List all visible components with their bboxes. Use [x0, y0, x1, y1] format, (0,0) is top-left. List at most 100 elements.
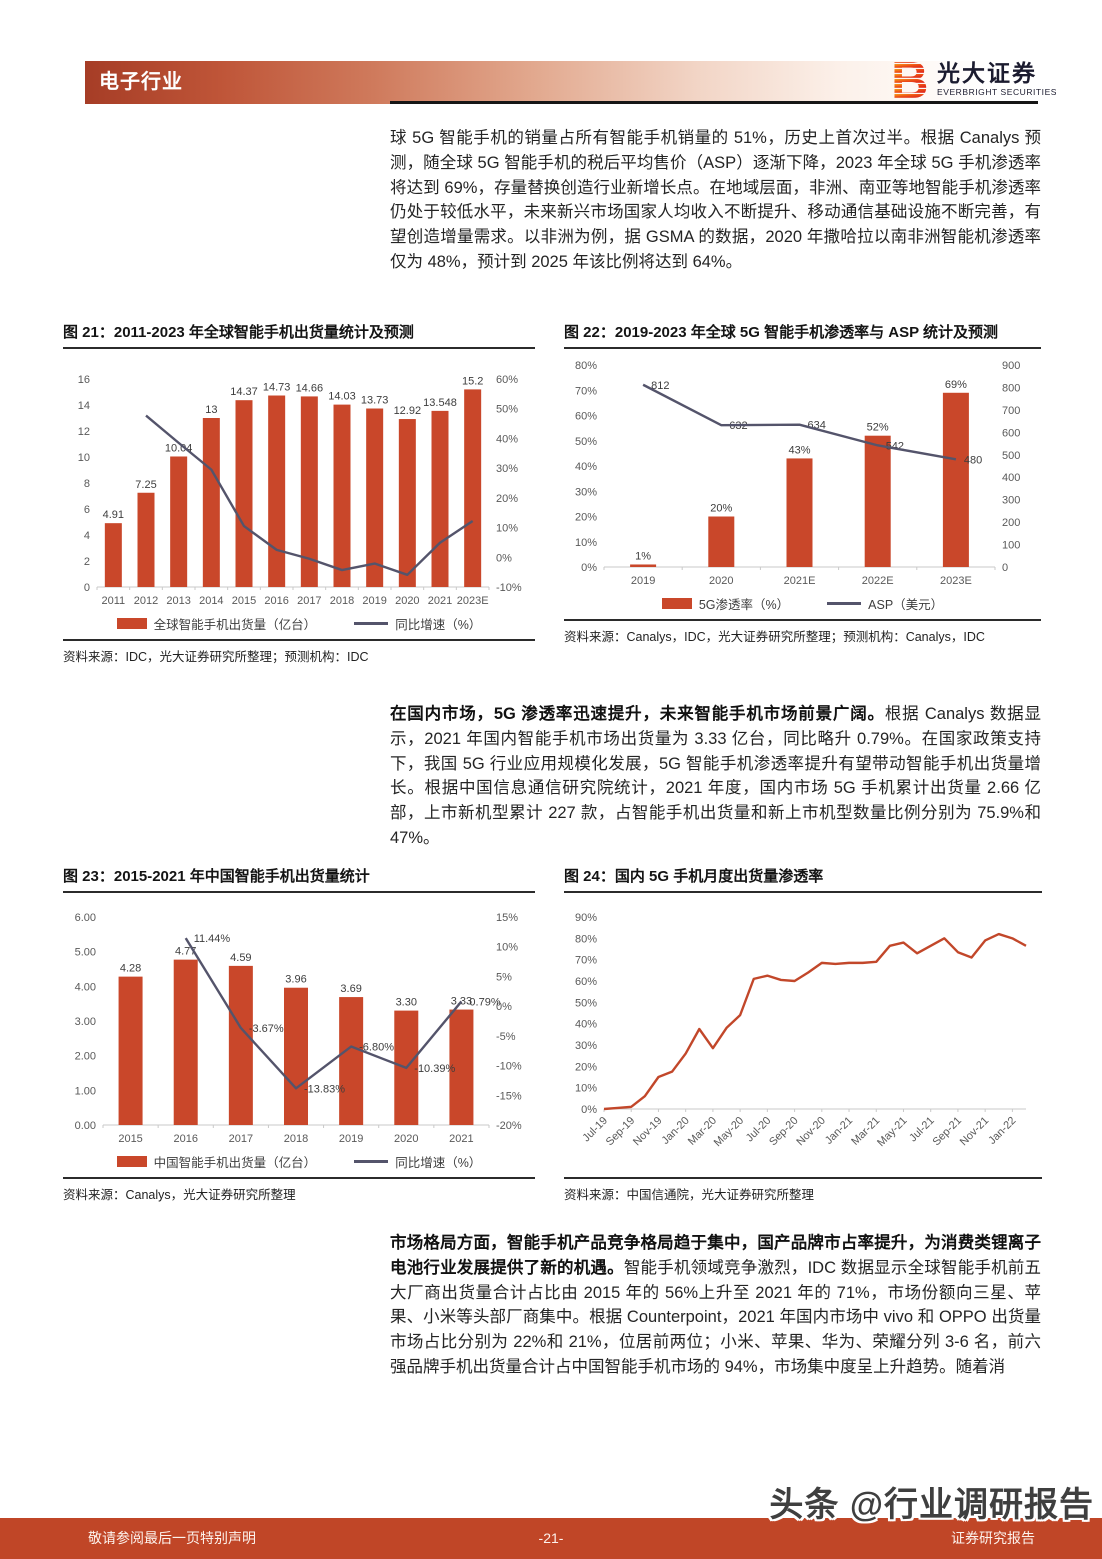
legend-line-swatch — [354, 1159, 389, 1163]
svg-text:4.91: 4.91 — [103, 509, 124, 521]
svg-text:90%: 90% — [575, 912, 597, 924]
svg-text:2023E: 2023E — [940, 575, 972, 587]
svg-text:Jan-20: Jan-20 — [660, 1115, 692, 1147]
svg-text:Jan-22: Jan-22 — [986, 1115, 1018, 1147]
legend-label: 中国智能手机出货量（亿台） — [153, 1155, 317, 1170]
paragraph-global-5g: 球 5G 智能手机的销量占所有智能手机销量的 51%，历史上首次过半。根据 Ca… — [390, 129, 1041, 271]
svg-text:Nov-20: Nov-20 — [794, 1115, 828, 1149]
svg-text:Nov-21: Nov-21 — [958, 1115, 992, 1149]
svg-text:1%: 1% — [635, 550, 651, 562]
svg-text:30%: 30% — [575, 486, 597, 498]
svg-text:6.00: 6.00 — [75, 912, 96, 924]
footer-band: 敬请参阅最后一页特别声明 -21- 证券研究报告 — [0, 1518, 1102, 1559]
legend-line-swatch — [827, 601, 862, 605]
figure-23-chart: 0.00 1.00 2.00 3.00 4.00 5.00 6.00 -20% -15% -10%… — [75, 912, 522, 1145]
legend-bar-swatch — [116, 617, 147, 629]
legend-bar-swatch — [661, 597, 692, 609]
svg-text:0%: 0% — [581, 562, 597, 574]
svg-text:5%: 5% — [496, 971, 512, 983]
svg-text:2017: 2017 — [229, 1133, 253, 1145]
paragraph-domestic-5g-body: 根据 Canalys 数据显示，2021 年国内智能手机市场出货量为 3.33 … — [390, 705, 1041, 847]
paragraph-market-structure-body: 智能手机领域竞争激烈，IDC 数据显示全球智能手机前五大厂商出货量合计占比由 2… — [390, 1258, 1042, 1376]
figure-24-source: 资料来源：中国信通院，光大证券研究所整理 — [564, 1177, 1042, 1203]
svg-text:50%: 50% — [575, 997, 597, 1009]
svg-text:Nov-19: Nov-19 — [631, 1115, 665, 1149]
svg-text:900: 900 — [1002, 360, 1020, 372]
legend-label: 全球智能手机出货量（亿台） — [153, 617, 317, 632]
header-divider — [390, 101, 1038, 104]
legend-label: ASP（美元） — [868, 597, 944, 612]
svg-text:10: 10 — [78, 452, 90, 464]
svg-text:2013: 2013 — [166, 595, 190, 607]
svg-text:3.96: 3.96 — [285, 974, 306, 986]
watermark-text: 头条 @行业调研报告 — [769, 1486, 1094, 1524]
svg-text:400: 400 — [1002, 472, 1020, 484]
svg-text:40%: 40% — [496, 433, 518, 445]
svg-text:2011: 2011 — [102, 595, 126, 607]
svg-text:50%: 50% — [496, 404, 518, 416]
svg-text:11.44%: 11.44% — [194, 933, 231, 945]
svg-text:13: 13 — [205, 404, 217, 416]
svg-text:300: 300 — [1002, 495, 1020, 507]
svg-text:4.59: 4.59 — [230, 952, 251, 964]
svg-text:2016: 2016 — [264, 595, 288, 607]
svg-text:-3.67%: -3.67% — [249, 1023, 284, 1035]
svg-text:8: 8 — [84, 478, 90, 490]
svg-text:80%: 80% — [575, 933, 597, 945]
svg-text:800: 800 — [1002, 382, 1020, 394]
svg-text:0.00: 0.00 — [75, 1120, 96, 1132]
figure-23-legend: 中国智能手机出货量（亿台） 同比增速（%） — [63, 1151, 535, 1171]
svg-text:50%: 50% — [575, 436, 597, 448]
svg-text:70%: 70% — [575, 385, 597, 397]
svg-text:2: 2 — [84, 556, 90, 568]
legend-entry: 同比增速（%） — [354, 1152, 481, 1171]
svg-text:-20%: -20% — [496, 1120, 522, 1132]
svg-text:Sep-21: Sep-21 — [930, 1115, 964, 1149]
svg-text:2021: 2021 — [449, 1133, 473, 1145]
svg-text:60%: 60% — [575, 976, 597, 988]
svg-text:2019: 2019 — [631, 575, 655, 587]
svg-text:30%: 30% — [496, 463, 518, 475]
figure-24-chart: 0%10%20%30%40%50%60%70%80%90%Jul-19Sep-1… — [575, 912, 1027, 1149]
legend-entry: 全球智能手机出货量（亿台） — [116, 614, 317, 633]
figure-22-legend: 5G渗透率（%） ASP（美元） — [564, 593, 1041, 613]
footer-disclaimer: 敬请参阅最后一页特别声明 — [88, 1530, 256, 1546]
svg-text:14.73: 14.73 — [263, 382, 291, 394]
svg-text:0: 0 — [84, 582, 90, 594]
svg-text:15.2: 15.2 — [462, 375, 483, 387]
svg-text:2021: 2021 — [428, 595, 452, 607]
figure-21-source: 资料来源：IDC，光大证券研究所整理；预测机构：IDC — [63, 639, 535, 665]
svg-text:2022E: 2022E — [862, 575, 894, 587]
svg-text:0%: 0% — [581, 1104, 597, 1116]
svg-text:2020: 2020 — [709, 575, 733, 587]
figure-23-title: 图 23：2015-2021 年中国智能手机出货量统计 — [63, 867, 535, 893]
figure-21-title: 图 21：2011-2023 年全球智能手机出货量统计及预测 — [63, 323, 535, 349]
svg-text:-15%: -15% — [496, 1090, 522, 1102]
svg-text:700: 700 — [1002, 405, 1020, 417]
legend-label: 5G渗透率（%） — [698, 597, 790, 612]
svg-text:80%: 80% — [575, 360, 597, 372]
svg-text:5.00: 5.00 — [75, 947, 96, 959]
svg-text:2016: 2016 — [173, 1133, 197, 1145]
svg-text:B: B — [893, 54, 929, 102]
svg-text:2023E: 2023E — [457, 595, 489, 607]
svg-text:13.548: 13.548 — [423, 397, 457, 409]
svg-text:6: 6 — [84, 504, 90, 516]
svg-text:4.00: 4.00 — [75, 981, 96, 993]
figure-22-title: 图 22：2019-2023 年全球 5G 智能手机渗透率与 ASP 统计及预测 — [564, 323, 1041, 349]
svg-text:43%: 43% — [788, 444, 810, 456]
svg-text:40%: 40% — [575, 461, 597, 473]
svg-text:-6.80%: -6.80% — [359, 1042, 394, 1054]
svg-text:4.28: 4.28 — [120, 963, 141, 975]
svg-text:20%: 20% — [575, 512, 597, 524]
svg-text:10.04: 10.04 — [165, 442, 193, 454]
svg-text:-10.39%: -10.39% — [414, 1063, 455, 1075]
svg-text:12: 12 — [78, 426, 90, 438]
figure-23-source: 资料来源：Canalys，光大证券研究所整理 — [63, 1177, 535, 1203]
figure-23: 图 23：2015-2021 年中国智能手机出货量统计 0.00 1.00 2.00… — [63, 867, 535, 1203]
svg-text:20%: 20% — [575, 1061, 597, 1073]
svg-text:480: 480 — [964, 454, 982, 466]
svg-text:Sep-19: Sep-19 — [604, 1115, 638, 1149]
svg-text:16: 16 — [78, 374, 90, 386]
svg-text:14.37: 14.37 — [230, 386, 258, 398]
